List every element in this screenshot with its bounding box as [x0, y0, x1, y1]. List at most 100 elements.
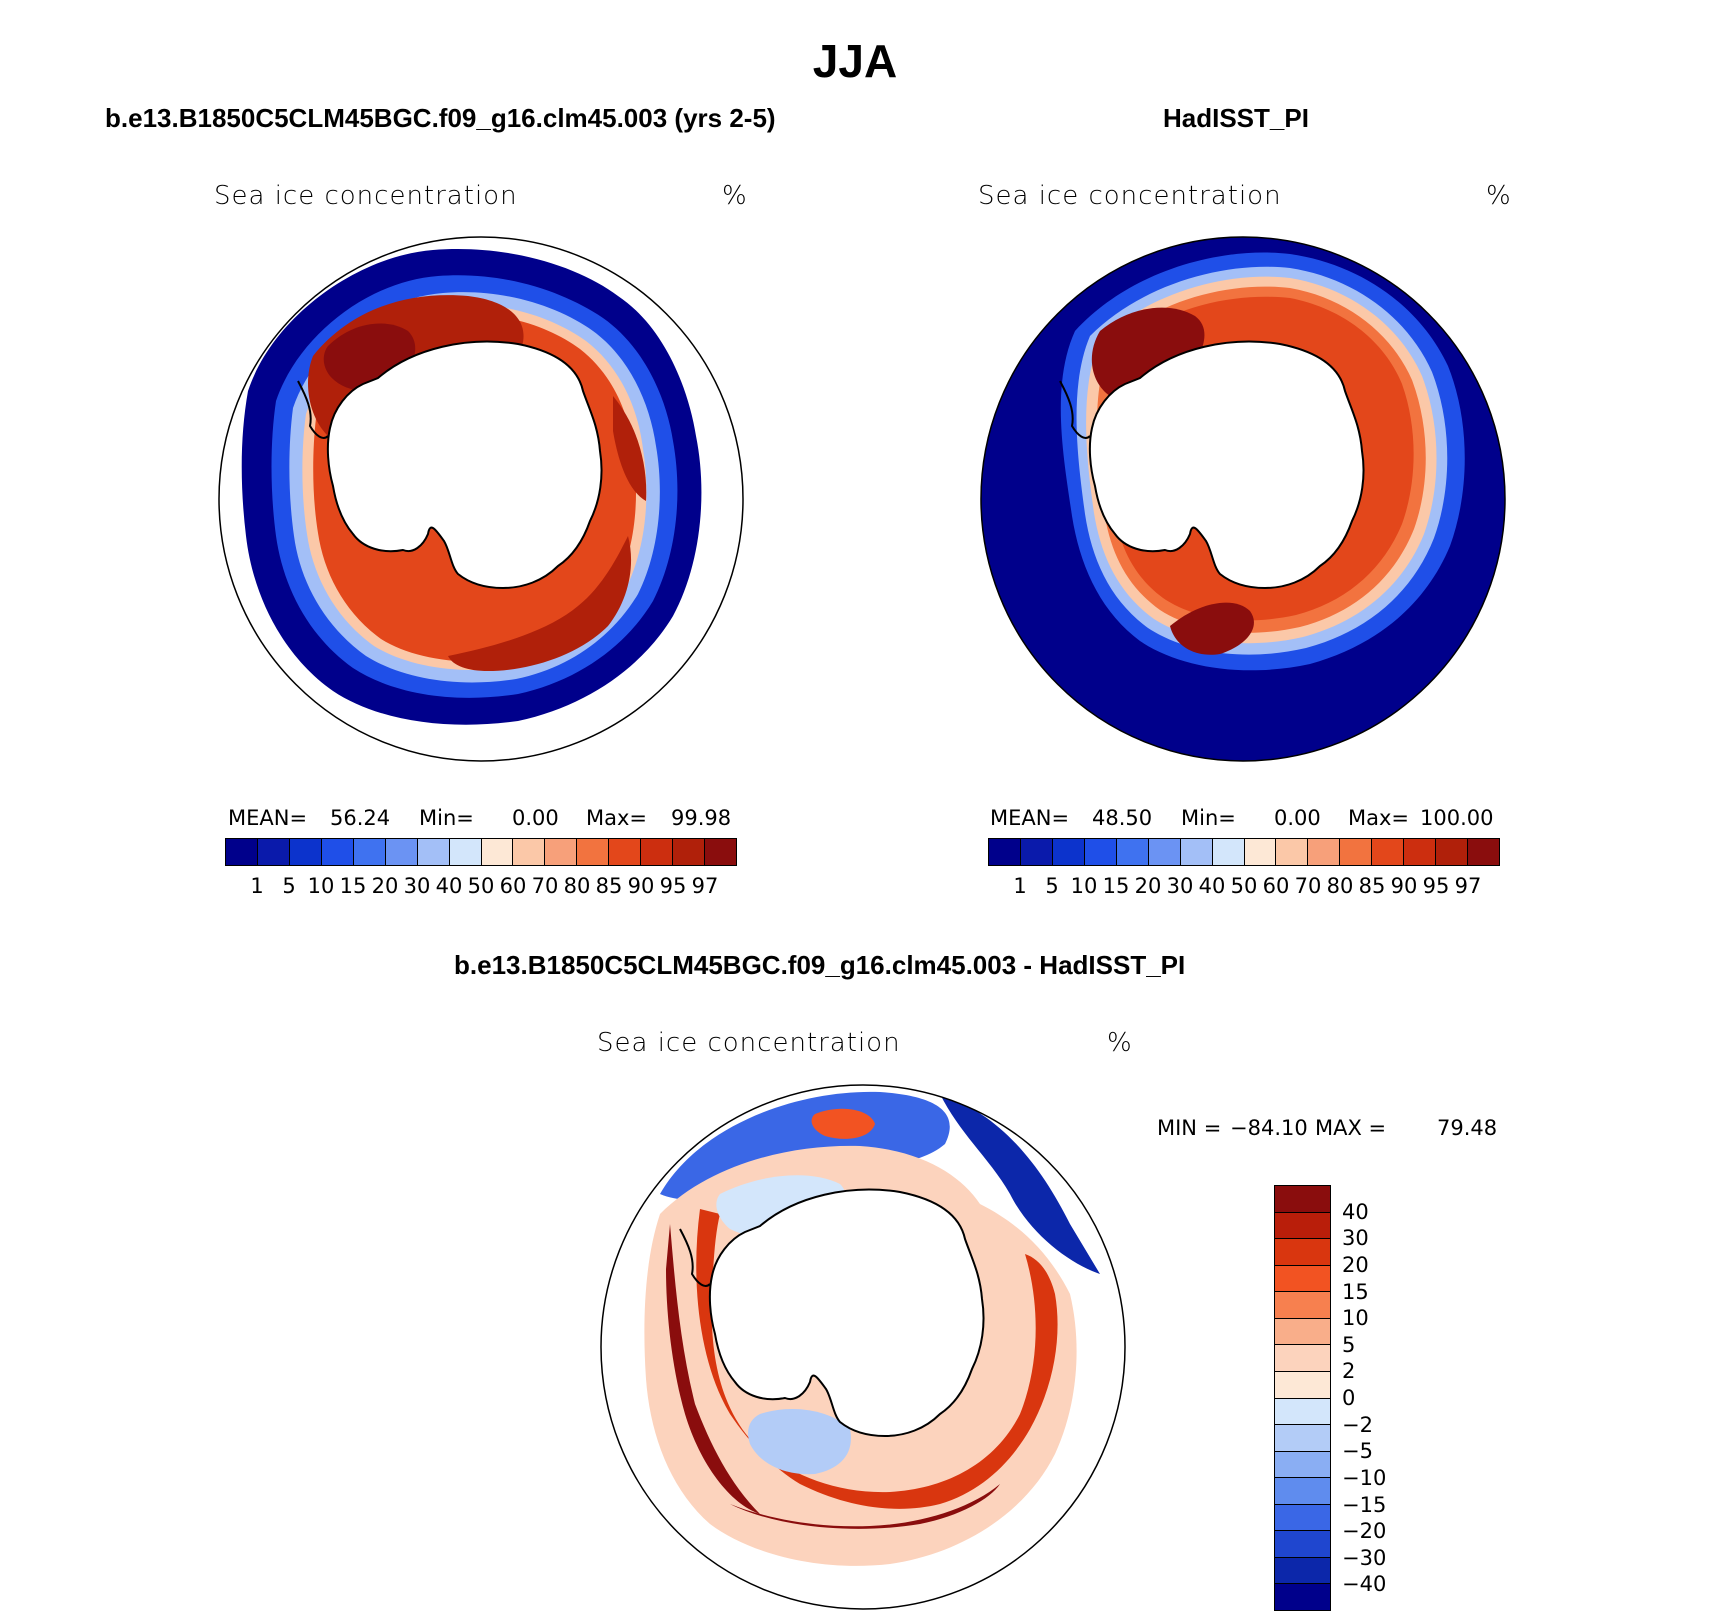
colorbar-tick-label: −40	[1342, 1572, 1387, 1597]
colorbar-tick-label: 97	[1454, 874, 1482, 898]
colorbar-ticks-model: 1 5 10 15 20 30 40 50 60 70 80 85 90 95 97	[225, 874, 737, 900]
colorbar-box	[1275, 1212, 1330, 1240]
stat-mean-label-model: MEAN=	[228, 806, 308, 830]
stat-min-label-model: Min=	[419, 806, 474, 830]
sea-ice-map-model	[218, 236, 744, 762]
stat-min-value-diff: −84.10	[1230, 1116, 1308, 1140]
colorbar-box	[1052, 839, 1085, 865]
colorbar-ticks-diff: 40 30 20 15 10 5 2 0 −2 −5 −10 −15 −20 −30 −40	[1342, 1185, 1422, 1611]
colorbar-box	[1148, 839, 1181, 865]
colorbar-tick-label: −30	[1342, 1545, 1387, 1570]
colorbar-tick-label: 30	[403, 874, 431, 898]
colorbar-box	[1436, 839, 1469, 865]
colorbar-box	[1180, 839, 1213, 865]
colorbar-ticks-obs: 1 5 10 15 20 30 40 50 60 70 80 85 90 95 97	[988, 874, 1500, 900]
colorbar-box	[226, 839, 258, 865]
colorbar-tick-label: 15	[1102, 874, 1130, 898]
colorbar-box	[1372, 839, 1405, 865]
colorbar-tick-label: 10	[1070, 874, 1098, 898]
stat-min-value-model: 0.00	[512, 806, 559, 830]
colorbar-box	[545, 839, 578, 865]
colorbar-box	[1275, 1451, 1330, 1479]
colorbar-box	[449, 839, 482, 865]
colorbar-tick-label: 10	[1342, 1306, 1369, 1331]
colorbar-tick-label: 20	[1342, 1252, 1369, 1277]
colorbar-tick-label: 50	[1230, 874, 1258, 898]
colorbar-box	[1275, 1292, 1330, 1319]
stat-max-label-model: Max=	[586, 806, 648, 830]
colorbar-box	[1468, 839, 1499, 865]
colorbar-tick-label: 0	[1342, 1386, 1356, 1410]
colorbar-box	[673, 839, 706, 865]
colorbar-tick-label: 15	[1342, 1279, 1369, 1304]
variable-name-diff: Sea ice concentration	[597, 1028, 901, 1058]
colorbar-box	[1084, 839, 1117, 865]
units-model: %	[722, 181, 748, 211]
colorbar-tick-label: 10	[307, 874, 335, 898]
colorbar-tick-label: 50	[467, 874, 495, 898]
colorbar-tick-label: 70	[531, 874, 559, 898]
colorbar-box	[1275, 1425, 1330, 1452]
panel-title-diff: b.e13.B1850C5CLM45BGC.f09_g16.clm45.003 …	[454, 950, 1186, 980]
colorbar-tick-label: 5	[282, 874, 296, 898]
colorbar-model	[225, 838, 737, 866]
colorbar-box	[1275, 1584, 1330, 1610]
colorbar-tick-label: 40	[1342, 1199, 1369, 1224]
units-diff: %	[1107, 1028, 1133, 1058]
colorbar-box	[1308, 839, 1341, 865]
sea-ice-map-obs	[980, 236, 1506, 762]
colorbar-box	[1275, 1531, 1330, 1558]
colorbar-box	[353, 839, 386, 865]
variable-name-model: Sea ice concentration	[214, 181, 518, 211]
colorbar-box	[1275, 1345, 1330, 1372]
colorbar-tick-label: 20	[371, 874, 399, 898]
colorbar-tick-label: 30	[1342, 1226, 1369, 1251]
colorbar-tick-label: 90	[1390, 874, 1418, 898]
colorbar-box	[385, 839, 418, 865]
colorbar-tick-label: 20	[1134, 874, 1162, 898]
colorbar-tick-label: 1	[1013, 874, 1027, 898]
stat-mean-value-model: 56.24	[330, 806, 391, 830]
colorbar-box	[481, 839, 514, 865]
colorbar-box	[321, 839, 354, 865]
colorbar-box	[577, 839, 610, 865]
stat-max-value-diff: 79.48	[1437, 1116, 1498, 1140]
colorbar-box	[1020, 839, 1053, 865]
colorbar-box	[417, 839, 450, 865]
colorbar-box	[989, 839, 1021, 865]
colorbar-tick-label: −20	[1342, 1519, 1387, 1544]
stat-min-value-obs: 0.00	[1274, 806, 1321, 830]
colorbar-box	[1275, 1504, 1330, 1532]
colorbar-tick-label: 5	[1045, 874, 1059, 898]
colorbar-tick-label: −10	[1342, 1465, 1387, 1490]
stat-min-label-obs: Min=	[1181, 806, 1236, 830]
colorbar-tick-label: 80	[563, 874, 591, 898]
colorbar-box	[1404, 839, 1437, 865]
colorbar-tick-label: 95	[1422, 874, 1450, 898]
stat-mean-value-obs: 48.50	[1092, 806, 1153, 830]
colorbar-box	[513, 839, 546, 865]
colorbar-tick-label: 95	[659, 874, 687, 898]
colorbar-tick-label: 60	[499, 874, 527, 898]
colorbar-box	[1244, 839, 1277, 865]
colorbar-box	[1275, 1318, 1330, 1346]
stat-max-value-model: 99.98	[671, 806, 732, 830]
colorbar-box	[1340, 839, 1373, 865]
colorbar-diff	[1274, 1185, 1331, 1611]
colorbar-box	[641, 839, 674, 865]
colorbar-tick-label: 70	[1294, 874, 1322, 898]
colorbar-tick-label: 2	[1342, 1359, 1356, 1384]
colorbar-tick-label: 40	[1198, 874, 1226, 898]
colorbar-box	[1212, 839, 1245, 865]
colorbar-box	[1275, 1557, 1330, 1585]
colorbar-box	[1275, 1371, 1330, 1399]
colorbar-box	[1275, 1186, 1330, 1213]
variable-name-obs: Sea ice concentration	[978, 181, 1282, 211]
colorbar-box	[1275, 1478, 1330, 1505]
stat-min-label-diff: MIN =	[1157, 1116, 1222, 1140]
stat-max-value-obs: 100.00	[1420, 806, 1494, 830]
stat-max-label-obs: Max=	[1348, 806, 1410, 830]
colorbar-tick-label: −15	[1342, 1492, 1387, 1517]
colorbar-box	[609, 839, 642, 865]
colorbar-box	[1276, 839, 1309, 865]
